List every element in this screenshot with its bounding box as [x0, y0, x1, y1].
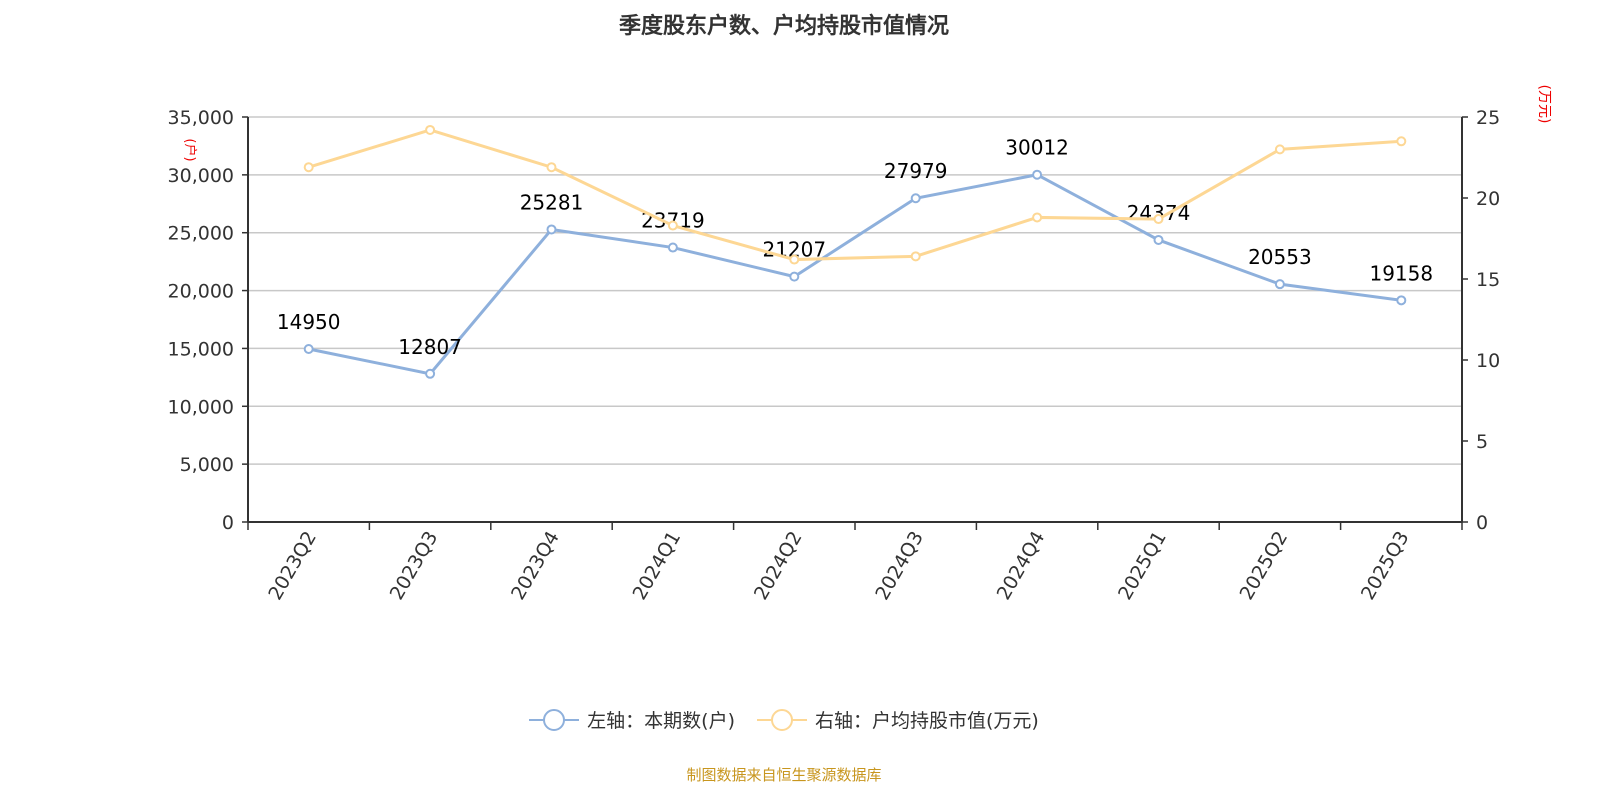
series-line-0: [308, 173, 1402, 376]
source-note: 制图数据来自恒生聚源数据库: [686, 766, 882, 784]
y-left-tick-label: 30,000: [168, 165, 234, 187]
x-tick-label: 2024Q4: [993, 528, 1050, 604]
data-point: [910, 251, 921, 262]
data-point: [1153, 234, 1164, 245]
data-point: [546, 162, 557, 173]
y-left-tick-label: 25,000: [168, 223, 234, 245]
x-tick-label: 2024Q3: [871, 528, 928, 604]
data-point: [789, 271, 800, 282]
y-right-tick-label: 25: [1476, 107, 1500, 129]
legend-label: 左轴：本期数(户): [587, 710, 735, 732]
data-point: [1274, 144, 1285, 155]
y-left-tick-label: 10,000: [168, 396, 234, 418]
legend: 左轴：本期数(户) 右轴：户均持股市值(万元): [0, 706, 1568, 733]
x-tick-label: 2023Q4: [507, 528, 564, 604]
data-label: 19158: [1369, 261, 1433, 285]
y-left-tick-label: 15,000: [168, 338, 234, 360]
y-right-tick-label: 0: [1476, 512, 1488, 534]
y-right-axis-title: (万元): [1536, 85, 1552, 124]
data-point: [546, 224, 557, 235]
data-label: 20553: [1248, 245, 1312, 269]
y-left-tick-label: 5,000: [180, 454, 234, 476]
data-point: [1032, 212, 1043, 223]
y-right-tick-label: 5: [1476, 431, 1488, 453]
data-point: [667, 242, 678, 253]
y-left-tick-label: 35,000: [168, 107, 234, 129]
legend-item-right[interactable]: 右轴：户均持股市值(万元): [757, 706, 1039, 733]
data-point: [425, 124, 436, 135]
data-label: 14950: [277, 310, 341, 334]
chart-title: 季度股东户数、户均持股市值情况: [618, 14, 949, 39]
data-point: [1396, 295, 1407, 306]
data-point: [667, 220, 678, 231]
data-point: [303, 344, 314, 355]
data-label: 27979: [884, 159, 948, 183]
y-right-tick-label: 15: [1476, 269, 1500, 291]
series-line-1: [308, 128, 1402, 262]
data-point: [303, 162, 314, 173]
data-point: [425, 368, 436, 379]
y-left-tick-label: 0: [222, 512, 234, 534]
legend-item-left[interactable]: 左轴：本期数(户): [529, 706, 735, 733]
data-point: [1396, 136, 1407, 147]
data-point: [910, 193, 921, 204]
data-label: 12807: [398, 335, 462, 359]
x-tick-label: 2023Q3: [386, 528, 443, 604]
x-tick-label: 2025Q3: [1357, 528, 1414, 604]
data-label: 25281: [520, 190, 584, 214]
y-left-axis-title: (户): [182, 138, 198, 161]
data-point: [1032, 169, 1043, 180]
data-label: 30012: [1005, 136, 1069, 160]
x-tick-label: 2025Q2: [1235, 528, 1292, 604]
x-tick-label: 2024Q1: [628, 528, 685, 604]
x-tick-label: 2025Q1: [1114, 528, 1171, 604]
data-point: [1274, 279, 1285, 290]
x-tick-label: 2023Q2: [264, 528, 321, 604]
y-right-tick-label: 10: [1476, 350, 1500, 372]
data-point: [789, 254, 800, 265]
data-point: [1153, 214, 1164, 225]
y-right-tick-label: 20: [1476, 188, 1500, 210]
y-left-tick-label: 20,000: [168, 281, 234, 303]
x-tick-label: 2024Q2: [750, 528, 807, 604]
legend-label: 右轴：户均持股市值(万元): [815, 710, 1039, 732]
